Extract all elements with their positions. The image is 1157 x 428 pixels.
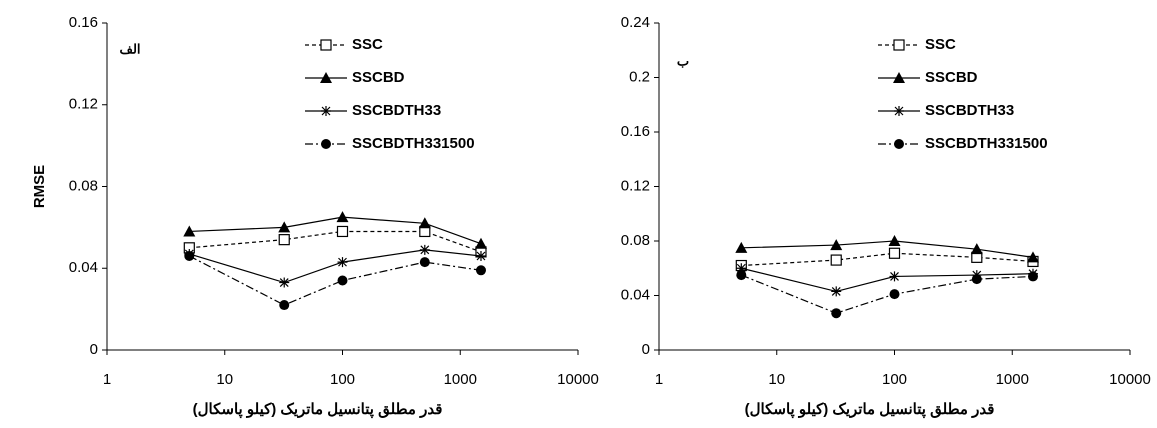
marker	[475, 250, 486, 261]
marker	[418, 217, 431, 229]
series-line	[189, 249, 482, 284]
legend-label: SSCBD	[925, 69, 978, 86]
series-line	[741, 252, 1034, 267]
marker	[320, 39, 332, 51]
y-tick-label: 0.24	[621, 14, 650, 31]
y-tick-label: 0.08	[621, 232, 650, 249]
series-line	[741, 274, 1034, 314]
y-tick-label: 0.12	[69, 96, 98, 113]
marker	[888, 247, 901, 259]
marker	[474, 237, 487, 249]
marker	[736, 263, 747, 274]
legend-label: SSCBD	[352, 69, 405, 86]
y-tick-label: 0.08	[69, 177, 98, 194]
x-tick-label: 1000	[444, 371, 477, 388]
marker	[888, 235, 901, 246]
x-tick-label: 100	[882, 371, 907, 388]
x-tick-label: 10000	[1109, 371, 1151, 388]
y-tick-label: 0.04	[69, 259, 98, 276]
marker	[830, 239, 843, 251]
series-line	[741, 240, 1034, 258]
marker	[321, 106, 331, 116]
marker	[736, 270, 747, 281]
marker	[475, 265, 486, 276]
series-line	[189, 216, 482, 245]
legend-label: SSC	[925, 36, 956, 53]
marker	[337, 275, 348, 286]
panel-label: الف	[119, 41, 140, 56]
y-tick-label: 0.12	[621, 177, 650, 194]
y-axis-label: RMSE	[31, 165, 48, 208]
marker	[971, 274, 982, 285]
x-axis-label: قدر مطلق پتانسیل ماتریک (کیلو پاسکال)	[745, 401, 995, 419]
marker	[894, 106, 904, 116]
marker	[894, 139, 904, 149]
marker	[321, 139, 331, 149]
x-tick-label: 1	[103, 371, 111, 388]
marker	[337, 257, 348, 268]
y-tick-label: 0.04	[621, 286, 650, 303]
marker	[735, 241, 748, 253]
series-line	[189, 230, 482, 253]
y-tick-label: 0.2	[629, 68, 650, 85]
marker	[336, 211, 349, 223]
panel-label: ب	[677, 53, 689, 68]
marker	[336, 225, 349, 238]
marker	[183, 225, 196, 237]
legend-label: SSCBDTH331500	[352, 135, 475, 152]
x-tick-label: 10000	[557, 371, 599, 388]
marker	[893, 72, 905, 83]
marker	[419, 244, 430, 255]
x-tick-label: 1000	[996, 371, 1029, 388]
y-tick-label: 0.16	[69, 14, 98, 31]
series-line	[189, 255, 482, 306]
marker	[1026, 251, 1039, 263]
marker	[1027, 271, 1038, 282]
y-tick-label: 0.16	[621, 123, 650, 140]
marker	[831, 308, 842, 319]
series-line	[741, 267, 1033, 293]
marker	[278, 234, 290, 246]
marker	[889, 271, 900, 282]
marker	[970, 243, 983, 255]
marker	[320, 72, 332, 83]
marker	[419, 257, 430, 268]
x-tick-label: 10	[216, 371, 233, 388]
x-tick-label: 1	[655, 371, 663, 388]
x-tick-label: 10	[768, 371, 785, 388]
marker	[279, 277, 290, 288]
legend-label: SSCBDTH33	[925, 102, 1014, 119]
x-tick-label: 100	[330, 371, 355, 388]
y-tick-label: 0	[90, 341, 98, 358]
marker	[830, 254, 842, 266]
marker	[893, 39, 905, 51]
marker	[279, 300, 290, 311]
marker	[184, 250, 195, 261]
marker	[278, 221, 291, 233]
marker	[831, 286, 842, 297]
legend-label: SSCBDTH33	[352, 102, 441, 119]
x-axis-label: قدر مطلق پتانسیل ماتریک (کیلو پاسکال)	[193, 401, 443, 419]
legend-label: SSCBDTH331500	[925, 135, 1048, 152]
legend-label: SSC	[352, 36, 383, 53]
y-tick-label: 0	[642, 341, 650, 358]
marker	[889, 289, 900, 300]
